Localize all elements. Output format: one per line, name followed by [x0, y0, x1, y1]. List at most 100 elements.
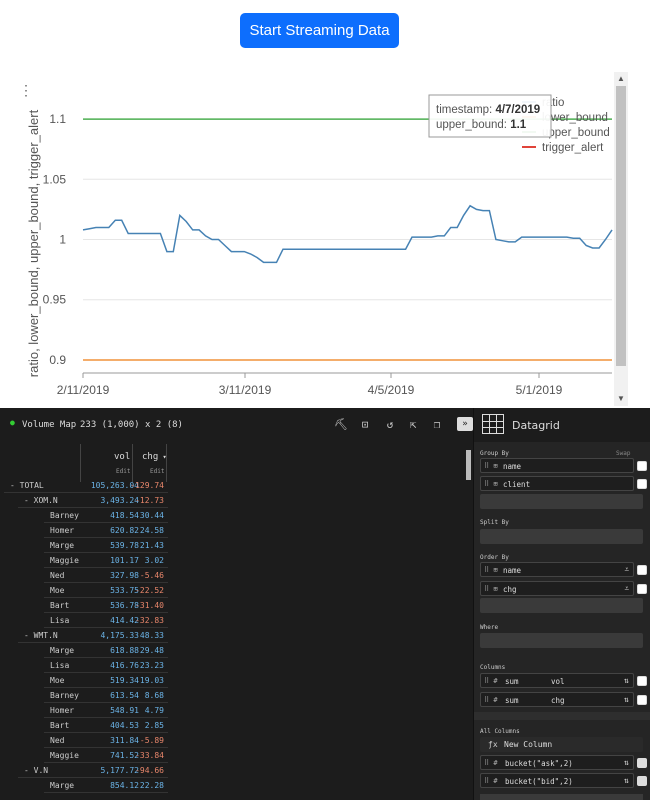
- table-row[interactable]: Lisa 416.76 23.23: [0, 658, 473, 673]
- cell-vol: 548.91: [110, 706, 139, 715]
- new-column-button[interactable]: ƒx New Column: [480, 737, 643, 752]
- scroll-down-icon[interactable]: ▼: [617, 394, 625, 403]
- start-streaming-button[interactable]: Start Streaming Data: [240, 13, 399, 48]
- swap-button[interactable]: Swap: [616, 450, 631, 457]
- scroll-thumb[interactable]: [616, 86, 626, 366]
- column-bucket-ask-checkbox[interactable]: [637, 758, 647, 768]
- table-row[interactable]: Bart 536.78 -31.40: [0, 598, 473, 613]
- group-by-name[interactable]: ⠿ ⊞ name: [480, 458, 634, 473]
- table-row[interactable]: - XOM.N 3,493.24 -12.73: [0, 493, 473, 508]
- column-chg-header[interactable]: chg ▾: [142, 452, 167, 462]
- drag-handle-icon[interactable]: ⠿ #: [484, 759, 498, 767]
- drag-handle-icon[interactable]: ⠿ ⊞: [484, 480, 498, 488]
- cell-vol: 519.34: [110, 676, 139, 685]
- table-row[interactable]: Maggie 741.52 -33.84: [0, 748, 473, 763]
- column-bucket-ask[interactable]: ⠿ # bucket("ask",2) ⇅: [480, 755, 634, 770]
- sidebar-header: Datagrid: [474, 408, 650, 442]
- copy-icon[interactable]: ❐: [433, 418, 441, 431]
- table-row[interactable]: Homer 620.82 24.58: [0, 523, 473, 538]
- table-row[interactable]: Lisa 414.42 -32.83: [0, 613, 473, 628]
- x-tick-label: 2/11/2019: [57, 383, 110, 397]
- sort-desc-icon[interactable]: ⩡: [624, 565, 629, 574]
- column-chg-checkbox[interactable]: [637, 695, 647, 705]
- order-by-name[interactable]: ⠿ ⊞ name ⩡: [480, 562, 634, 577]
- table-row[interactable]: Homer 548.91 4.79: [0, 703, 473, 718]
- order-by-chg-checkbox[interactable]: [637, 584, 647, 594]
- table-row[interactable]: Ned 311.84 -5.89: [0, 733, 473, 748]
- column-chg[interactable]: ⠿ # sum chg ⇅: [480, 692, 634, 707]
- plugin-title[interactable]: Datagrid: [512, 419, 560, 432]
- table-row[interactable]: - TOTAL 105,263.04 -129.74: [0, 478, 473, 493]
- x-tick-label: 4/5/2019: [368, 383, 415, 397]
- column-chg-edit[interactable]: Edit: [150, 468, 165, 475]
- lock-icon[interactable]: ⊡: [361, 418, 369, 431]
- table-row[interactable]: Moe 533.75 -22.52: [0, 583, 473, 598]
- table-row[interactable]: Barney 613.54 8.68: [0, 688, 473, 703]
- expand-button[interactable]: »: [457, 417, 473, 431]
- cell-vol: 5,177.72: [100, 766, 139, 775]
- row-label: Bart: [50, 601, 70, 610]
- cell-chg: 29.48: [139, 646, 164, 655]
- ratio-line: [82, 204, 613, 264]
- table-row[interactable]: Bart 404.53 2.85: [0, 718, 473, 733]
- cell-vol: 327.98: [110, 571, 139, 580]
- drag-handle-icon[interactable]: ⠿ ⊞: [484, 462, 498, 470]
- cell-vol: 416.76: [110, 661, 139, 670]
- row-label: Homer: [50, 526, 75, 535]
- chart-scrollbar[interactable]: ▲ ▼: [614, 72, 628, 406]
- cell-vol: 539.78: [110, 541, 139, 550]
- table-row[interactable]: Marge 854.12 22.28: [0, 778, 473, 793]
- table-row[interactable]: Marge 539.78 21.43: [0, 538, 473, 553]
- column-vol[interactable]: ⠿ # sum vol ⇅: [480, 673, 634, 688]
- table-row[interactable]: Marge 618.88 29.48: [0, 643, 473, 658]
- order-by-dropzone[interactable]: [480, 598, 643, 613]
- paint-icon[interactable]: ⛏: [334, 418, 348, 431]
- table-row[interactable]: Ned 327.98 -5.46: [0, 568, 473, 583]
- row-label: Marge: [50, 781, 75, 790]
- group-by-client[interactable]: ⠿ ⊞ client: [480, 476, 634, 491]
- order-by-chg[interactable]: ⠿ ⊞ chg ⩡: [480, 581, 634, 596]
- where-dropzone[interactable]: [480, 633, 643, 648]
- grid-name[interactable]: Volume Map: [22, 420, 77, 430]
- drag-handle-icon[interactable]: ⠿ ⊞: [484, 585, 498, 593]
- sort-desc-icon[interactable]: ⩡: [624, 584, 629, 593]
- drag-handle-icon[interactable]: ⠿ ⊞: [484, 566, 498, 574]
- table-row[interactable]: Moe 519.34 19.03: [0, 673, 473, 688]
- cell-chg: 48.33: [139, 631, 164, 640]
- sort-icon[interactable]: ⇅: [624, 695, 629, 704]
- table-row[interactable]: - WMT.N 4,175.33 48.33: [0, 628, 473, 643]
- row-label: Marge: [50, 646, 75, 655]
- cell-chg: 21.43: [139, 541, 164, 550]
- table-row[interactable]: - V.N 5,177.72 -94.66: [0, 763, 473, 778]
- column-vol-header[interactable]: vol: [114, 452, 131, 462]
- row-label: Lisa: [50, 661, 70, 670]
- export-icon[interactable]: ⇱: [409, 418, 417, 431]
- group-by-dropzone[interactable]: [480, 494, 643, 509]
- row-label: - V.N: [24, 766, 49, 775]
- column-vol-checkbox[interactable]: [637, 676, 647, 686]
- row-label: - WMT.N: [24, 631, 58, 640]
- drag-handle-icon[interactable]: ⠿ #: [484, 777, 498, 785]
- reset-icon[interactable]: ↺: [386, 418, 394, 431]
- order-by-name-checkbox[interactable]: [637, 565, 647, 575]
- column-bucket-bid-checkbox[interactable]: [637, 776, 647, 786]
- group-by-client-checkbox[interactable]: [637, 479, 647, 489]
- config-sidebar: Datagrid Group By Swap ⠿ ⊞ name ⠿ ⊞ clie…: [473, 408, 650, 800]
- column-vol-edit[interactable]: Edit: [116, 468, 131, 475]
- legend-label: lower_bound: [542, 112, 608, 124]
- datagrid-icon[interactable]: [482, 414, 504, 434]
- drag-handle-icon[interactable]: ⠿ #: [484, 677, 498, 685]
- sort-icon[interactable]: ⇅: [624, 676, 629, 685]
- group-by-name-checkbox[interactable]: [637, 461, 647, 471]
- scroll-up-icon[interactable]: ▲: [617, 74, 625, 83]
- column-bucket-bid[interactable]: ⠿ # bucket("bid",2) ⇅: [480, 773, 634, 788]
- split-by-dropzone[interactable]: [480, 529, 643, 544]
- table-row[interactable]: Maggie 101.17 3.02: [0, 553, 473, 568]
- drag-handle-icon[interactable]: ⠿ #: [484, 696, 498, 704]
- sort-icon[interactable]: ⇅: [624, 758, 629, 767]
- y-tick-label: 1: [59, 233, 66, 247]
- cell-vol: 404.53: [110, 721, 139, 730]
- sort-icon[interactable]: ⇅: [624, 776, 629, 785]
- grid-scrollbar[interactable]: [466, 450, 471, 480]
- table-row[interactable]: Barney 418.54 30.44: [0, 508, 473, 523]
